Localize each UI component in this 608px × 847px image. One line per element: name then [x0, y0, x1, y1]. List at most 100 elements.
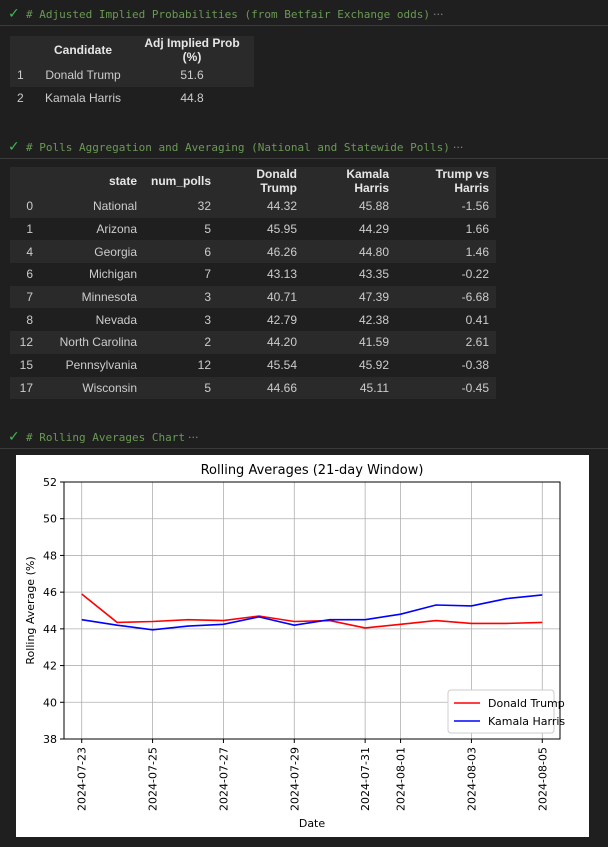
table-cell: North Carolina [59, 335, 137, 350]
table-cell: 2 [204, 335, 212, 350]
probabilities-table: Candidate Adj Implied Prob (%) 1 Donald Tr… [10, 36, 254, 109]
cell-header-polls[interactable]: ✓ # Polls Aggregation and Averaging (Nat… [0, 136, 608, 159]
table-cell: 45.88 [358, 199, 390, 214]
row-index: 12 [19, 335, 33, 350]
table-cell: 5 [204, 380, 212, 395]
table-cell: 45.92 [358, 358, 390, 373]
table-cell: 6 [204, 244, 212, 259]
cell-title: # Rolling Averages Chart [26, 430, 185, 444]
table-cell: 43.13 [266, 267, 298, 282]
table-cell: -6.68 [461, 290, 490, 305]
table-cell: Wisconsin [82, 380, 137, 395]
chart-output: 38 40 42 44 46 48 50 52 2024-07-23 2024-07-25 2024… [16, 455, 589, 837]
column-header: Donald Trump [256, 167, 298, 195]
row-index: 17 [19, 380, 33, 395]
more-icon[interactable]: ··· [187, 430, 199, 444]
cell-header-implied-prob[interactable]: ✓ # Adjusted Implied Probabilities (from… [0, 3, 608, 26]
success-check-icon: ✓ [8, 139, 20, 155]
table-cell: 46.26 [266, 244, 298, 259]
table-cell: 44.20 [266, 335, 298, 350]
polls-table: state num_polls Donald Trump Kamala Harris T… [10, 167, 497, 400]
cell-header-chart[interactable]: ✓ # Rolling Averages Chart ··· [0, 426, 608, 449]
table-row: 7 Minnesota 3 40.71 47.39 -6.68 [10, 285, 497, 309]
table-cell: 44.80 [358, 244, 390, 259]
cell-title: # Adjusted Implied Probabilities (from B… [26, 7, 430, 21]
table-cell: 3 [204, 290, 212, 305]
table-cell: 2.61 [465, 335, 490, 350]
more-icon[interactable]: ··· [432, 7, 444, 21]
table-cell: 44.66 [266, 380, 298, 395]
table-row: 1 Arizona 5 45.95 44.29 1.66 [10, 218, 496, 241]
table-cell: Michigan [88, 267, 137, 282]
y-tick-label: 44 [43, 623, 57, 636]
column-header: Adj Implied Prob (%) [144, 36, 240, 64]
table-cell: 1.66 [465, 222, 490, 237]
x-tick-label: 2024-07-25 [147, 747, 160, 811]
rolling-averages-chart: 38 40 42 44 46 48 50 52 2024-07-23 2024-07-25 2024… [24, 463, 565, 830]
table-cell: 12 [197, 358, 212, 373]
table-cell: -0.22 [461, 267, 490, 282]
row-index: 1 [26, 222, 33, 237]
table-row: 1 Donald Trump 51.6 [10, 64, 254, 87]
column-header [10, 167, 40, 195]
column-header: Candidate [53, 43, 112, 57]
table-cell: 45.54 [266, 358, 298, 373]
y-tick-label: 48 [43, 549, 57, 562]
x-tick-label: 2024-07-23 [76, 747, 89, 811]
legend-box [447, 689, 555, 734]
table-cell: Georgia [94, 244, 137, 259]
table-cell: 45.11 [359, 380, 390, 395]
table-cell: 47.39 [358, 290, 390, 305]
table-cell: 3 [204, 312, 212, 327]
table-cell: Nevada [95, 312, 137, 327]
row-index: 6 [26, 267, 33, 282]
y-tick-label: 46 [43, 586, 57, 599]
x-tick-label: 2024-08-03 [465, 747, 478, 811]
row-index: 2 [17, 91, 24, 106]
y-axis-label: Rolling Average (%) [24, 556, 37, 664]
table-cell: 44.8 [180, 91, 204, 106]
y-tick-label: 40 [43, 696, 57, 709]
cell-title: # Polls Aggregation and Averaging (Natio… [26, 140, 450, 154]
table-cell: 1.46 [465, 244, 490, 259]
table-row: 17 Wisconsin 5 44.66 45.11 -0.45 [10, 376, 497, 400]
chart-title: Rolling Averages (21-day Window) [201, 463, 424, 478]
table-cell: National [92, 199, 137, 214]
row-index: 1 [17, 68, 24, 83]
x-tick-label: 2024-07-31 [359, 747, 372, 811]
table-cell: Minnesota [81, 290, 137, 305]
x-tick-label: 2024-08-01 [395, 747, 408, 811]
table-cell: Kamala Harris [44, 91, 122, 106]
column-header: Trump vs Harris [435, 167, 490, 195]
table-row: 6 Michigan 7 43.13 43.35 -0.22 [10, 263, 496, 286]
x-tick-label: 2024-08-05 [536, 747, 549, 811]
table-cell: 42.38 [358, 312, 390, 327]
row-index: 15 [19, 358, 33, 373]
series-line [81, 593, 543, 629]
table-cell: 44.32 [266, 199, 298, 214]
y-tick-label: 52 [43, 476, 57, 489]
table-cell: 0.41 [465, 312, 490, 327]
table-cell: Pennsylvania [65, 358, 137, 373]
x-axis-label: Date [299, 817, 326, 830]
table-cell: -0.38 [461, 358, 490, 373]
table-cell: 51.6 [180, 68, 204, 83]
legend-label: Kamala Harris [488, 715, 565, 728]
table-cell: -1.56 [461, 199, 490, 214]
table-cell: Donald Trump [45, 68, 121, 83]
table-cell: 32 [197, 199, 212, 214]
column-header: Kamala Harris [346, 167, 390, 195]
success-check-icon: ✓ [8, 6, 20, 22]
row-index: 4 [26, 244, 33, 259]
table-cell: 5 [204, 222, 212, 237]
more-icon[interactable]: ··· [452, 140, 464, 154]
table-row: 2 Kamala Harris 44.8 [10, 87, 254, 110]
table-row: 8 Nevada 3 42.79 42.38 0.41 [10, 308, 496, 331]
plot-frame [63, 481, 561, 740]
y-tick-label: 42 [43, 660, 57, 673]
table-cell: 44.29 [358, 222, 390, 237]
success-check-icon: ✓ [8, 429, 20, 445]
x-tick-label: 2024-07-29 [288, 747, 301, 811]
legend-label: Donald Trump [488, 697, 565, 710]
table-cell: 43.35 [358, 267, 390, 282]
